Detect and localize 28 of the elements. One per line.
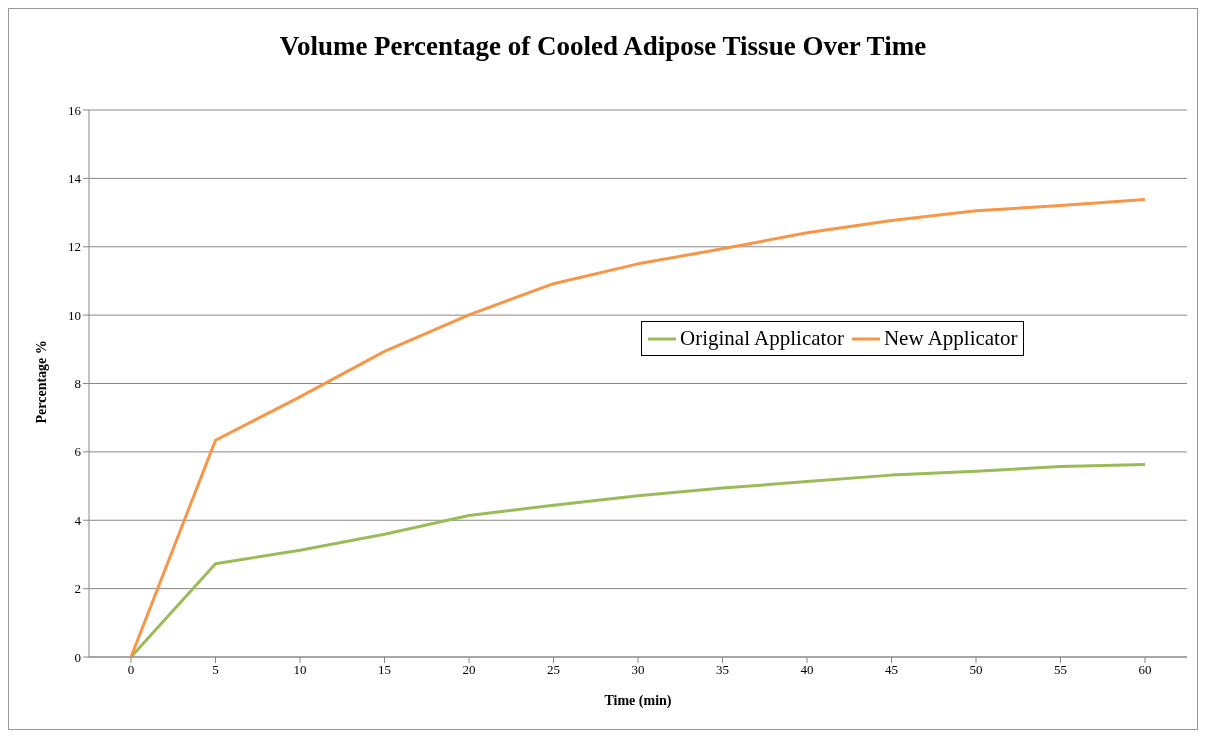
y-tick-label: 10	[68, 307, 81, 323]
legend-label: New Applicator	[883, 326, 1018, 351]
x-tick-label: 60	[1138, 662, 1152, 678]
y-tick-label: 6	[74, 444, 82, 460]
x-tick-label: 50	[969, 662, 983, 678]
y-tick-label: 0	[74, 649, 81, 665]
x-axis-title: Time (min)	[604, 693, 672, 709]
y-tick-label: 14	[68, 170, 82, 186]
x-tick-label: 45	[885, 662, 898, 678]
y-axis-title: Percentage %	[33, 340, 49, 424]
chart-title: Volume Percentage of Cooled Adipose Tissue Over Time	[278, 31, 928, 62]
line-series	[129, 198, 1147, 657]
y-tick-label: 16	[68, 102, 82, 118]
y-tick-label: 2	[74, 581, 81, 597]
x-tick-label: 55	[1054, 662, 1067, 678]
x-tick-label: 30	[631, 662, 645, 678]
legend-label: Original Applicator	[680, 326, 844, 351]
x-tick-label: 15	[378, 662, 391, 678]
x-tick-label: 25	[547, 662, 560, 678]
y-tick-label: 4	[74, 512, 82, 528]
x-tick-label: 10	[293, 662, 307, 678]
x-tick-label: 35	[716, 662, 729, 678]
y-tick-label: 12	[68, 239, 81, 255]
x-tick-label: 5	[212, 662, 219, 678]
x-tick-label: 20	[462, 662, 476, 678]
x-tick-label: 0	[127, 662, 135, 678]
y-tick-label: 8	[74, 376, 81, 392]
x-tick-label: 40	[800, 662, 814, 678]
